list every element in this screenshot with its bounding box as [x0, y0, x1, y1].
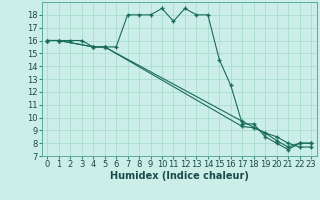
X-axis label: Humidex (Indice chaleur): Humidex (Indice chaleur)	[110, 171, 249, 181]
